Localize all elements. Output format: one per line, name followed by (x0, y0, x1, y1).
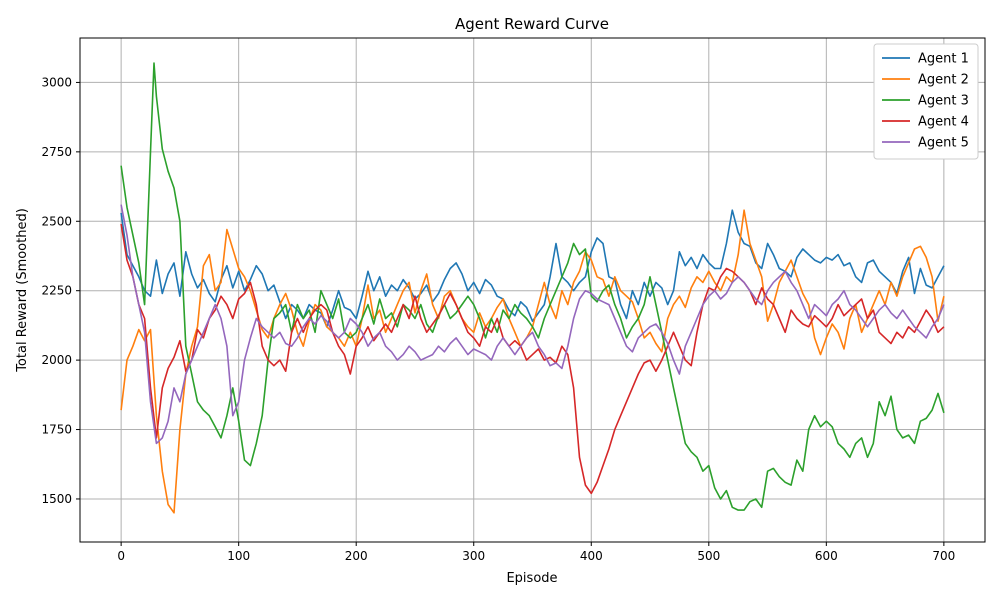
series-line-agent-1 (120, 209, 945, 328)
y-tick-label: 2250 (41, 284, 72, 298)
legend-box (873, 43, 979, 160)
x-axis-label: Episode (506, 571, 557, 586)
y-tick-label: 1500 (41, 492, 72, 506)
series-lines (120, 62, 945, 514)
y-tick-label: 2500 (41, 214, 72, 228)
axis-ticks: 0 100 200 300 400 500 600 700 1500 1750 2000 2250 25… (41, 75, 955, 563)
y-tick-label: 3000 (41, 75, 72, 89)
legend-label-agent-1: Agent 1 (918, 52, 969, 67)
legend-label-agent-4: Agent 4 (918, 115, 969, 130)
y-tick-label: 1750 (41, 423, 72, 437)
series-line-agent-5 (120, 204, 945, 445)
series-line-agent-3 (120, 62, 945, 511)
x-tick-label: 700 (932, 549, 955, 563)
x-tick-label: 500 (697, 549, 720, 563)
x-tick-label: 600 (815, 549, 838, 563)
legend: Agent 1 Agent 2 Agent 3 Agent 4 Agent 5 (873, 43, 979, 160)
y-tick-label: 2750 (41, 145, 72, 159)
x-tick-label: 200 (345, 549, 368, 563)
y-tick-label: 2000 (41, 353, 72, 367)
legend-label-agent-5: Agent 5 (918, 136, 969, 151)
legend-label-agent-2: Agent 2 (918, 73, 969, 88)
x-tick-label: 0 (117, 549, 125, 563)
plot-area-frame (79, 37, 986, 543)
x-tick-label: 300 (462, 549, 485, 563)
chart-title: Agent Reward Curve (455, 15, 609, 33)
x-tick-label: 100 (227, 549, 250, 563)
legend-label-agent-3: Agent 3 (918, 94, 969, 109)
series-line-agent-4 (120, 223, 945, 495)
y-axis-label: Total Reward (Smoothed) (15, 208, 30, 373)
x-tick-label: 400 (580, 549, 603, 563)
